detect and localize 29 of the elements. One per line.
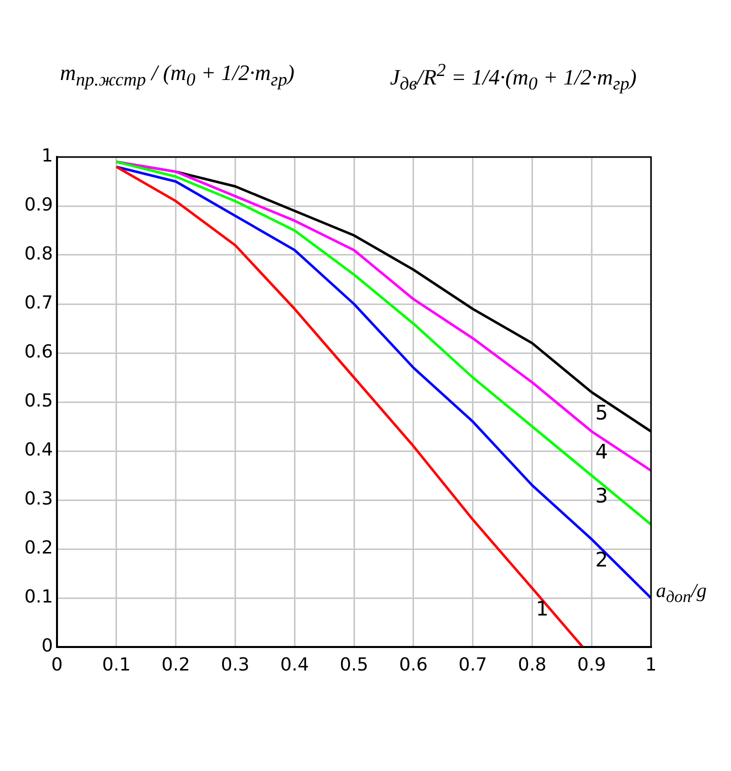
x-axis-title: a$_{доп}$/g xyxy=(656,580,707,607)
y-tick-label: 0.9 xyxy=(24,194,53,216)
series-label: 1 xyxy=(536,596,549,620)
x-tick-label: 0.3 xyxy=(220,654,250,676)
series-label: 4 xyxy=(595,440,608,464)
y-tick-label: 0.2 xyxy=(24,538,53,559)
series-label: 5 xyxy=(595,400,608,424)
series-label: 3 xyxy=(595,484,608,508)
x-tick-label: 0.5 xyxy=(340,654,368,676)
y-tick-label: 0.5 xyxy=(24,390,53,412)
y-tick-label: 0.1 xyxy=(24,586,53,608)
x-tick-label: 0.6 xyxy=(399,654,428,676)
y-tick-label: 0.7 xyxy=(24,292,53,314)
series-label: 2 xyxy=(595,547,608,572)
x-tick-label: 0.4 xyxy=(280,654,309,676)
x-tick-label: 0.2 xyxy=(161,654,190,676)
y-tick-label: 0.6 xyxy=(24,342,53,363)
x-tick-label: 0.9 xyxy=(577,654,606,676)
x-tick-label: 0.1 xyxy=(102,654,131,676)
y-tick-label: 0.3 xyxy=(24,488,53,510)
y-tick-label: 0.8 xyxy=(24,244,53,265)
y-tick-label: 0.4 xyxy=(24,440,53,461)
y-axis-title: m$_{пр.жстр}$ / (m$_{0}$ + 1/2·m$_{гр}$) xyxy=(60,60,294,90)
x-tick-label: 1 xyxy=(645,654,657,676)
chart-title: J$_{дв}$/R$^{2}$ = 1/4·(m$_{0}$ + 1/2·m$_{гр}$) xyxy=(390,60,637,94)
y-tick-label: 1 xyxy=(42,146,53,167)
x-tick-label: 0.8 xyxy=(518,654,547,676)
x-tick-label: 0.7 xyxy=(458,654,488,676)
y-tick-label: 0 xyxy=(42,636,53,657)
